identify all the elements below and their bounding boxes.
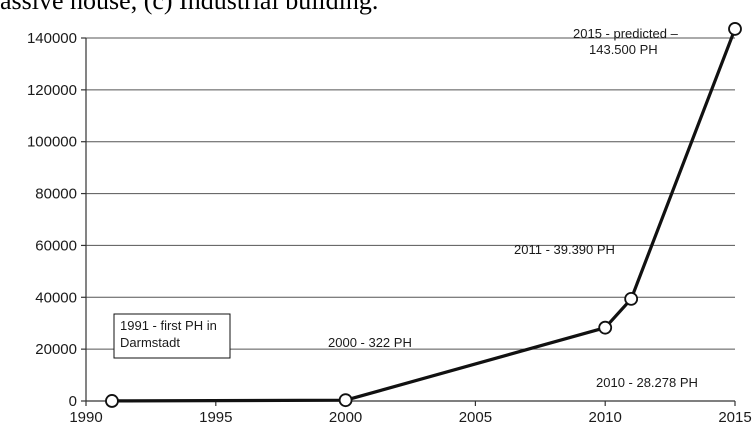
y-tick-label-1: 20000 (35, 341, 77, 358)
x-tick-label-1: 1995 (199, 409, 232, 426)
annotation-2000: 2000 - 322 PH (328, 335, 412, 350)
gridlines (86, 37, 735, 350)
annotation-2011: 2011 - 39.390 PH (514, 242, 615, 257)
annotation-first-ph-line2: Darmstadt (120, 335, 180, 350)
annotation-first-ph-line1: 1991 - first PH in (120, 318, 217, 333)
annotation-first-ph: 1991 - first PH in Darmstadt (113, 313, 231, 359)
y-tick-label-4: 80000 (35, 186, 77, 203)
y-tick-label-0: 0 (69, 393, 77, 410)
data-point-2010 (598, 320, 613, 335)
y-tick-label-2: 40000 (35, 289, 77, 306)
y-tick-label-6: 120000 (27, 82, 77, 99)
annotation-2015-line1: 2015 - predicted – (573, 26, 679, 41)
annotation-first-ph-box (113, 313, 231, 359)
figure-caption-fragment: assive house, (c) Industrial building. (0, 0, 379, 15)
y-tick-label-5: 100000 (27, 134, 77, 151)
x-tick-labels: 1990 1995 2000 2005 2010 2015 (69, 409, 751, 426)
data-point-2000 (338, 393, 353, 408)
y-tick-label-3: 60000 (35, 237, 77, 254)
x-tick-label-5: 2015 (718, 409, 751, 426)
annotation-2010: 2010 - 28.278 PH (596, 375, 698, 390)
annotation-2015-line2: 143.500 PH (589, 42, 658, 57)
y-tick-labels: 0 20000 40000 60000 80000 100000 120000 140000 (27, 30, 77, 410)
x-tick-label-2: 2000 (329, 409, 362, 426)
x-tick-label-4: 2010 (589, 409, 622, 426)
x-tick-label-3: 2005 (459, 409, 492, 426)
data-point-2015 (728, 22, 742, 36)
data-point-2011 (624, 291, 639, 306)
x-tick-label-0: 1990 (69, 409, 102, 426)
data-markers (105, 22, 742, 408)
y-tick-label-7: 140000 (27, 30, 77, 47)
data-point-1991 (105, 394, 119, 408)
